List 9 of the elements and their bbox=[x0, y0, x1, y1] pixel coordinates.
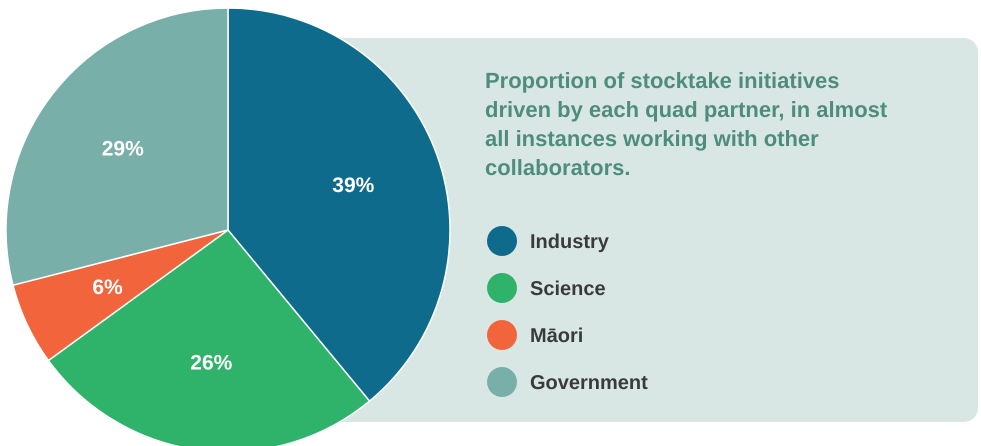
legend-label: Science bbox=[530, 278, 606, 300]
data-label: 6% bbox=[92, 276, 123, 300]
legend-label: Government bbox=[530, 372, 648, 394]
legend-label: Industry bbox=[530, 231, 610, 253]
data-label: 29% bbox=[102, 138, 144, 161]
text: Proportion of stocktake initiatives driven by each quad partner, in almost all instances working with other collaborators. bbox=[485, 68, 888, 180]
data-label: 39% bbox=[332, 174, 375, 198]
data-label: 26% bbox=[190, 352, 233, 374]
legend-label: Māori bbox=[530, 325, 584, 347]
